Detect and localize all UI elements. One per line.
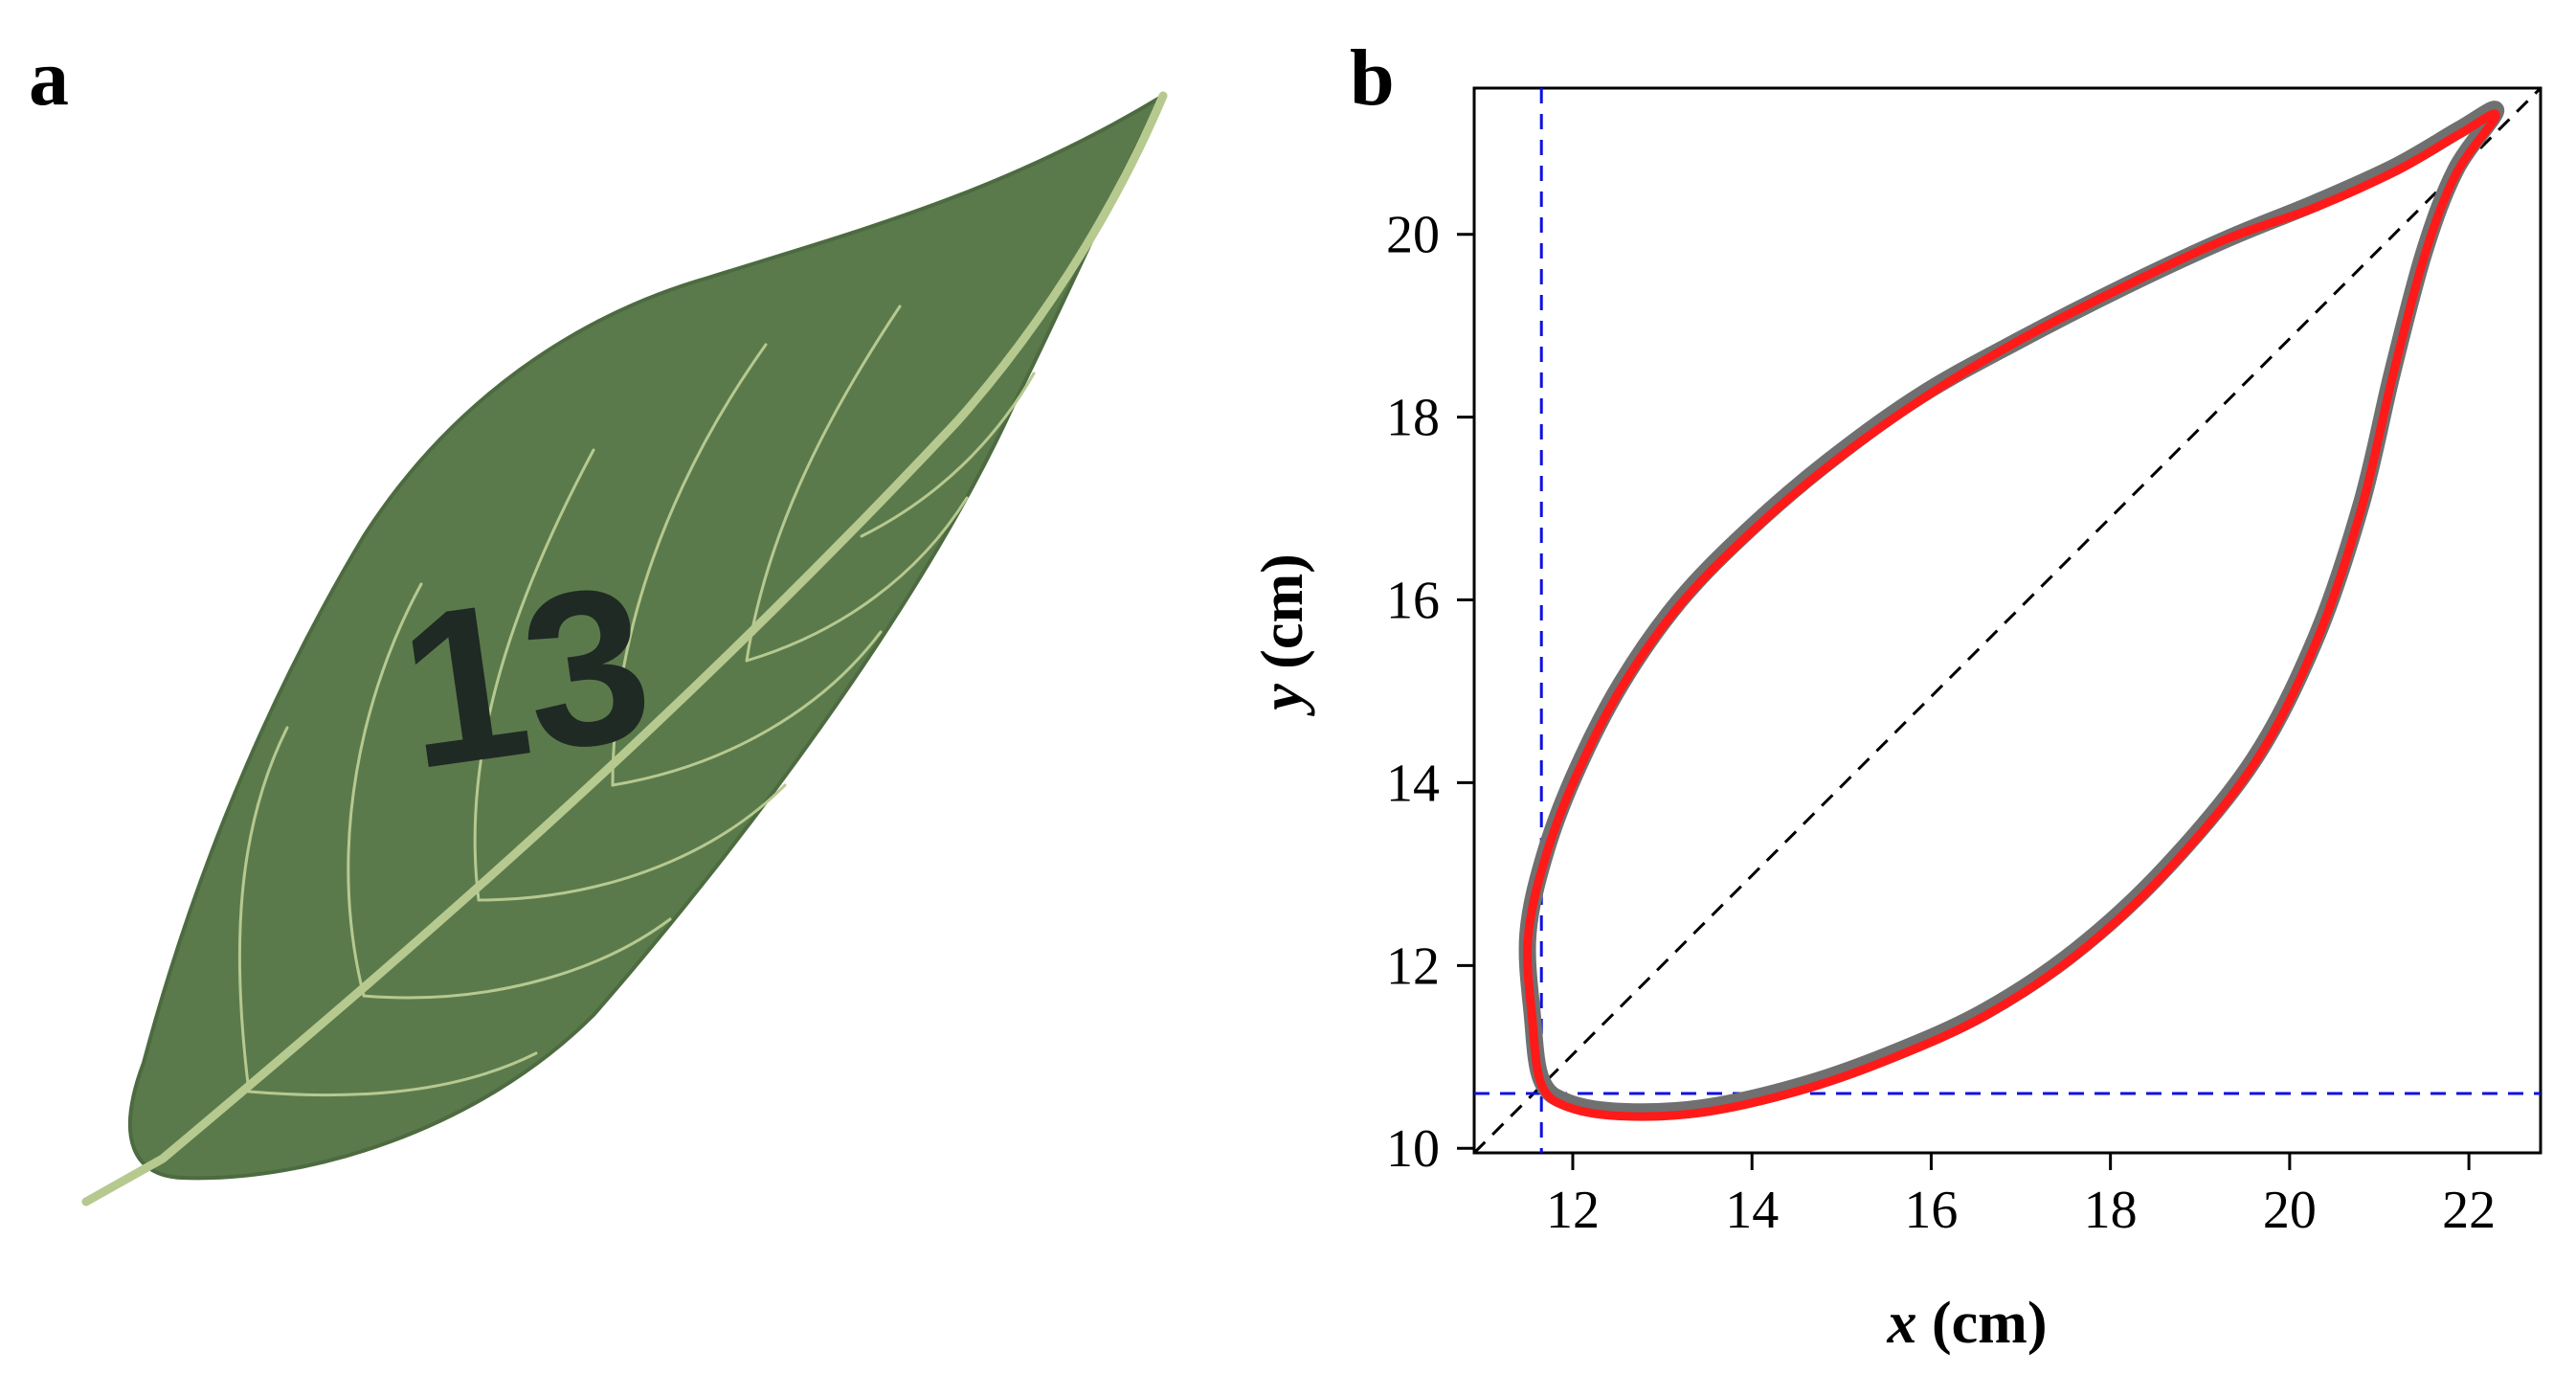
y-tick-label: 10 <box>1386 1119 1440 1179</box>
x-tick-label: 14 <box>1725 1181 1779 1240</box>
x-tick-label: 16 <box>1904 1181 1958 1240</box>
leaf-photo: 13 <box>81 91 1168 1206</box>
x-tick-label: 20 <box>2263 1181 2317 1240</box>
x-axis-unit: (cm) <box>1917 1291 2048 1356</box>
panel-label-a: a <box>29 34 69 123</box>
diagonal-reference-line <box>1474 88 2541 1153</box>
y-axis-title: y (cm) <box>1250 553 1315 717</box>
x-axis: 12 14 16 18 20 22 <box>1546 1153 2496 1240</box>
y-tick-label: 18 <box>1386 389 1440 448</box>
y-tick-label: 12 <box>1386 936 1440 996</box>
x-tick-label: 22 <box>2442 1181 2496 1240</box>
leaf-blade <box>128 94 1165 1181</box>
x-tick-label: 12 <box>1546 1181 1600 1240</box>
y-tick-label: 16 <box>1386 572 1440 631</box>
x-axis-var: x <box>1887 1291 1917 1356</box>
y-tick-label: 14 <box>1386 754 1440 813</box>
y-axis-unit: (cm) <box>1250 553 1315 684</box>
x-axis-title: x (cm) <box>1887 1291 2048 1356</box>
series-line-fitted <box>1523 109 2500 1121</box>
leaf-number-marking: 13 <box>388 537 664 815</box>
x-tick-label: 18 <box>2084 1181 2138 1240</box>
plot-frame <box>1472 86 2542 1155</box>
leaf-veins <box>81 91 1168 1206</box>
y-axis: 10 12 14 16 18 20 <box>1386 206 1474 1179</box>
y-axis-var: y <box>1250 684 1315 717</box>
panel-label-b: b <box>1350 34 1395 123</box>
y-tick-label: 20 <box>1386 206 1440 265</box>
